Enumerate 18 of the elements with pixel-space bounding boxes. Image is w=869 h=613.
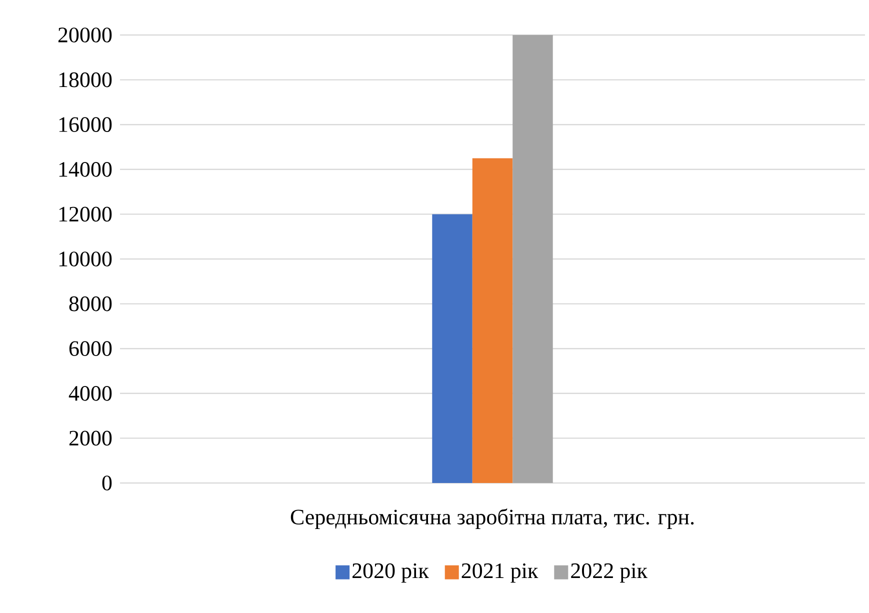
y-tick-label: 2000 <box>69 430 112 446</box>
y-tick-label: 4000 <box>68 386 112 401</box>
y-tick-label: 6000 <box>69 341 112 356</box>
y-tick-label: 12000 <box>59 206 112 222</box>
legend-label: 2020 рік <box>352 563 429 583</box>
legend-label: 2022 рік <box>571 563 648 583</box>
legend-label: 2021 рік <box>462 563 538 583</box>
x-tick-label: Середньомісячна заробітна плата, тис. грн. <box>290 508 694 529</box>
y-tick-label: 10000 <box>59 252 112 266</box>
y-tick-label: 16000 <box>59 117 112 132</box>
y-tick-label: 0 <box>102 476 112 490</box>
y-tick-label: 18000 <box>59 72 112 88</box>
bar <box>432 214 472 483</box>
bar <box>472 158 513 483</box>
bar <box>512 34 553 483</box>
y-tick-label: 8000 <box>69 296 112 312</box>
y-tick-label: 14000 <box>59 162 112 177</box>
y-tick-label: 20000 <box>58 28 112 42</box>
